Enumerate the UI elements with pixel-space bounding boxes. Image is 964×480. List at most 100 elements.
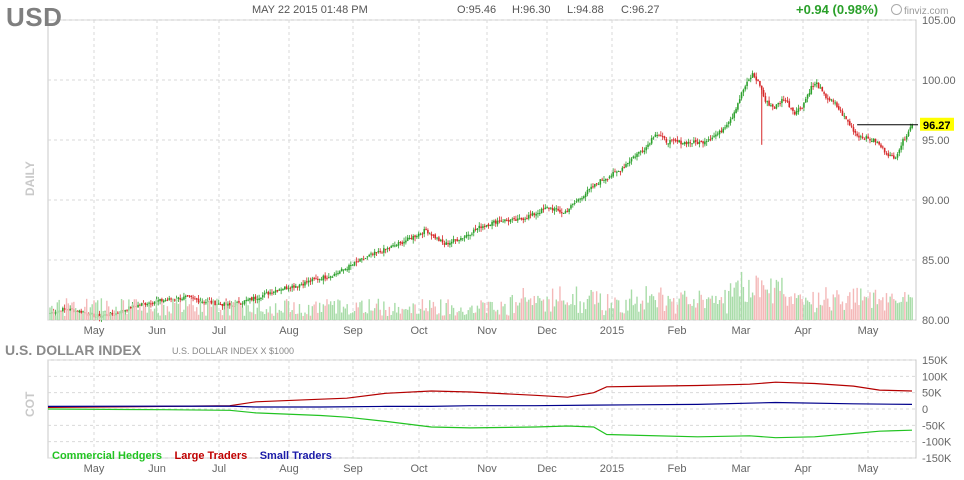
candle-body bbox=[82, 311, 84, 313]
volume-bar bbox=[451, 305, 453, 320]
volume-bar bbox=[405, 309, 407, 320]
candle-body bbox=[516, 218, 519, 221]
candle-body bbox=[694, 139, 697, 142]
volume-bar bbox=[296, 313, 299, 320]
candle-body bbox=[434, 234, 437, 239]
candle-body bbox=[137, 304, 139, 308]
candle-body bbox=[307, 280, 310, 283]
volume-bar bbox=[324, 305, 326, 320]
volume-bar bbox=[880, 300, 882, 320]
candle-body bbox=[217, 303, 220, 305]
candle-body bbox=[815, 82, 818, 84]
volume-bar bbox=[755, 275, 757, 320]
candle-body bbox=[711, 137, 714, 140]
volume-bar bbox=[691, 305, 693, 320]
candle-body bbox=[195, 298, 198, 300]
candle-body bbox=[641, 150, 644, 152]
volume-bar bbox=[849, 292, 851, 320]
volume-bar bbox=[373, 308, 376, 320]
volume-bar bbox=[355, 302, 358, 320]
candle-body bbox=[652, 137, 655, 139]
candle-body bbox=[392, 245, 394, 247]
candle-body bbox=[680, 140, 682, 145]
volume-bar bbox=[742, 286, 745, 320]
candle-body bbox=[654, 134, 657, 137]
candle-body bbox=[315, 278, 317, 280]
volume-bar bbox=[258, 302, 260, 320]
volume-bar bbox=[586, 299, 589, 320]
volume-bar bbox=[638, 311, 640, 320]
candle-body bbox=[256, 299, 259, 301]
volume-bar bbox=[764, 289, 767, 320]
candle-body bbox=[221, 303, 224, 307]
candle-body bbox=[417, 233, 420, 237]
volume-bar bbox=[726, 313, 728, 320]
volume-bar bbox=[473, 313, 475, 320]
candle-body bbox=[372, 253, 374, 255]
volume-bar bbox=[414, 304, 416, 320]
volume-bar bbox=[427, 311, 429, 320]
volume-bar bbox=[687, 304, 690, 320]
volume-bar bbox=[630, 289, 633, 320]
candle-body bbox=[139, 304, 141, 306]
candle-body bbox=[814, 83, 816, 86]
price-tick-label: 80.00 bbox=[922, 315, 950, 327]
volume-bar bbox=[542, 299, 545, 320]
volume-bar bbox=[108, 306, 110, 320]
volume-bar bbox=[819, 304, 822, 320]
candle-body bbox=[801, 108, 803, 110]
candle-body bbox=[744, 86, 747, 90]
volume-bar bbox=[408, 306, 411, 320]
volume-bar bbox=[436, 314, 438, 320]
volume-bar bbox=[469, 307, 471, 320]
volume-bar bbox=[348, 314, 350, 320]
candle-body bbox=[337, 272, 339, 275]
candle-body bbox=[538, 212, 541, 214]
volume-bar bbox=[524, 297, 526, 320]
candle-body bbox=[605, 178, 607, 181]
candle-body bbox=[601, 179, 603, 181]
candle-body bbox=[590, 186, 592, 189]
volume-bar bbox=[839, 304, 842, 320]
finviz-logo-icon bbox=[891, 4, 902, 15]
volume-bar bbox=[744, 301, 746, 320]
volume-bar bbox=[806, 300, 809, 320]
brand-link[interactable]: finviz.com bbox=[891, 4, 948, 17]
volume-bar bbox=[605, 310, 607, 320]
volume-bar bbox=[96, 300, 99, 320]
volume-bar bbox=[306, 314, 308, 320]
candle-body bbox=[329, 276, 332, 278]
candle-body bbox=[731, 117, 734, 120]
candle-body bbox=[707, 139, 710, 141]
index-subtitle: U.S. DOLLAR INDEX X $1000 bbox=[172, 346, 295, 356]
candle-body bbox=[586, 189, 589, 195]
volume-bar bbox=[161, 302, 163, 320]
candle-body bbox=[507, 219, 510, 222]
candle-body bbox=[421, 233, 424, 235]
candle-body bbox=[410, 237, 413, 240]
candle-body bbox=[549, 207, 552, 209]
volume-bar bbox=[302, 315, 304, 320]
volume-bar bbox=[489, 301, 491, 320]
volume-bar bbox=[485, 312, 488, 320]
candle-body bbox=[117, 312, 119, 314]
candle-body bbox=[487, 224, 490, 226]
volume-bar bbox=[603, 315, 605, 320]
candle-body bbox=[449, 242, 451, 245]
candle-body bbox=[537, 213, 539, 215]
volume-bar bbox=[157, 312, 159, 320]
volume-bar bbox=[133, 299, 136, 320]
volume-bar bbox=[137, 309, 139, 320]
candle-body bbox=[263, 293, 266, 295]
candle-body bbox=[361, 258, 363, 260]
volume-bar bbox=[513, 313, 515, 320]
volume-bar bbox=[394, 302, 396, 320]
candle-body bbox=[228, 302, 231, 306]
volume-bar bbox=[706, 299, 708, 320]
volume-bar bbox=[533, 295, 535, 320]
volume-bar bbox=[438, 313, 440, 320]
volume-bar bbox=[351, 312, 354, 320]
volume-bar bbox=[627, 310, 629, 320]
volume-bar bbox=[223, 309, 225, 320]
volume-bar bbox=[295, 314, 297, 320]
